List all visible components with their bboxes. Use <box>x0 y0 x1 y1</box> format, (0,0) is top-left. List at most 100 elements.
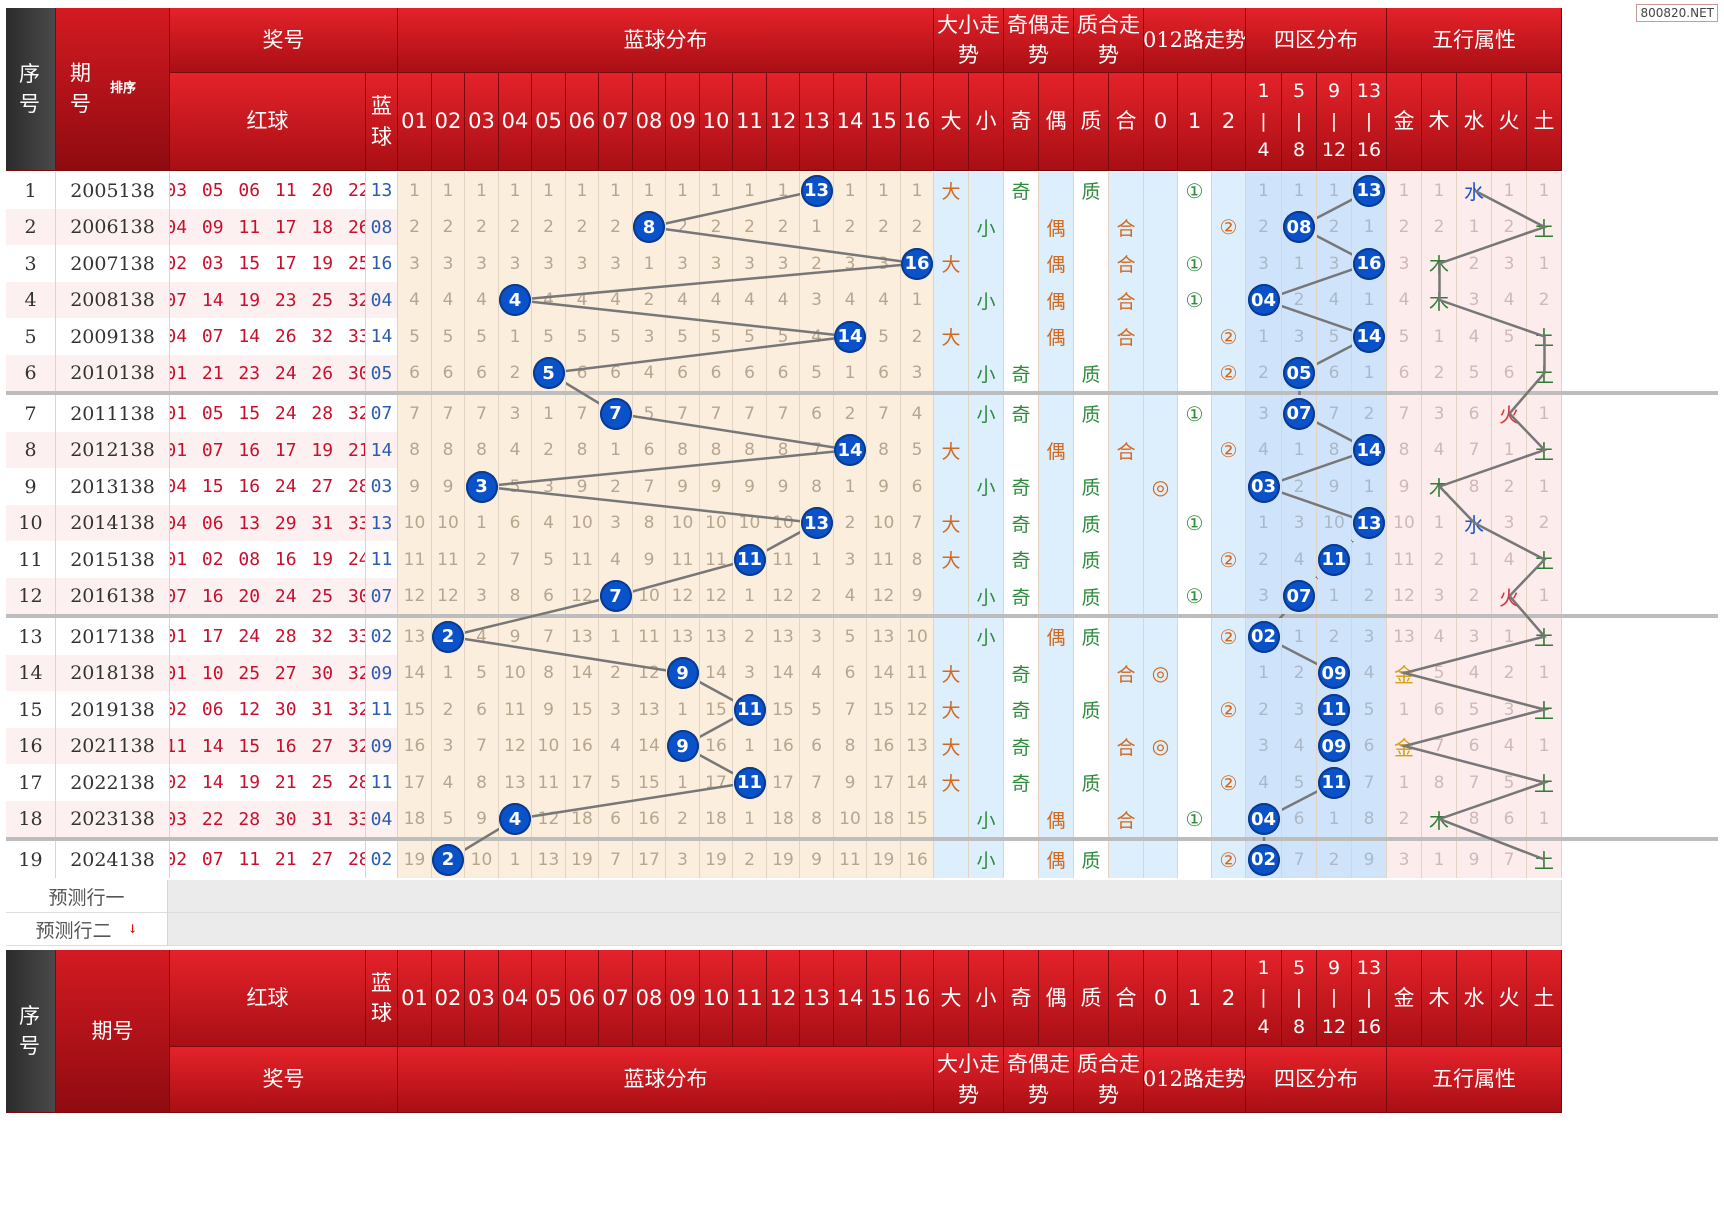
pc-cell: 质 <box>1074 618 1109 655</box>
miss-cell: 2 <box>532 432 566 468</box>
miss-cell: 9 <box>532 691 566 728</box>
miss-cell: 11 <box>566 541 599 578</box>
miss-cell: 12 <box>398 578 432 614</box>
miss-cell: 4 <box>465 282 499 318</box>
r012-cell <box>1178 841 1212 878</box>
zone-cell: 7 <box>1282 841 1317 878</box>
zone-cell: 3 <box>1282 691 1317 728</box>
zone-cell: 1 <box>1352 282 1387 318</box>
elem-cell: 7 <box>1457 764 1492 801</box>
miss-cell: 11 <box>901 655 934 691</box>
row-issue: 2019138 <box>56 691 170 728</box>
miss-value: 14 <box>638 736 660 756</box>
zone-cell: 1 <box>1352 355 1387 391</box>
header-issue-bottom: 期号 <box>56 950 170 1113</box>
zone-cell: 3 <box>1246 245 1282 282</box>
header-seq-top: 序号 <box>6 8 56 171</box>
row-blue-ball: 09 <box>366 655 398 691</box>
r012-cell <box>1178 764 1212 801</box>
header-elem-4-bottom: 土 <box>1527 950 1562 1047</box>
miss-value: 4 <box>777 290 789 310</box>
miss-cell: 2 <box>499 355 532 391</box>
miss-cell: 2 <box>834 395 867 432</box>
oe-cell: 偶 <box>1039 245 1074 282</box>
miss-cell: 8 <box>633 209 666 245</box>
header-r-1-bottom: 1 <box>1178 950 1212 1047</box>
zone-cell: 6 <box>1352 728 1387 764</box>
r012-cell <box>1144 209 1178 245</box>
miss-value: 5 <box>476 326 487 347</box>
miss-cell: 9 <box>767 468 800 505</box>
miss-cell: 16 <box>867 728 901 764</box>
row-seq: 16 <box>6 728 56 764</box>
miss-value: 6 <box>677 363 688 383</box>
miss-cell: 13 <box>398 618 432 655</box>
sort-button[interactable]: 排序 <box>110 80 137 96</box>
miss-value: 2 <box>442 699 454 720</box>
oe-cell: 奇 <box>1004 691 1039 728</box>
bs-cell: 大 <box>934 764 969 801</box>
row-blue-ball: 04 <box>366 801 398 837</box>
miss-cell: 1 <box>733 801 767 837</box>
miss-value: 12 <box>705 586 727 606</box>
miss-cell: 12 <box>499 728 532 764</box>
elem-cell: 水 <box>1457 172 1492 209</box>
zone-cell: 1 <box>1317 578 1352 614</box>
r012-cell <box>1144 172 1178 209</box>
zone-cell: 5 <box>1317 318 1352 355</box>
miss-cell: 5 <box>465 655 499 691</box>
miss-cell: 16 <box>633 801 666 837</box>
miss-cell: 11 <box>867 541 901 578</box>
blue-ball-marker: 2 <box>432 843 464 876</box>
header-zone-3-top: 13 | 16 <box>1352 73 1387 171</box>
miss-value: 4 <box>677 290 688 310</box>
miss-value: 11 <box>772 549 794 570</box>
miss-value: 1 <box>777 180 789 201</box>
r012-cell <box>1178 541 1212 578</box>
header-prime-comp-bottom: 质合走势 <box>1074 1047 1144 1113</box>
miss-value: 12 <box>571 586 593 606</box>
elem-cell: 6 <box>1457 728 1492 764</box>
miss-cell: 17 <box>700 764 733 801</box>
miss-value: 7 <box>811 772 822 793</box>
miss-value: 4 <box>610 736 621 756</box>
pc-cell <box>1109 541 1144 578</box>
miss-cell: 1 <box>800 541 834 578</box>
miss-cell: 1 <box>666 172 700 209</box>
predict-row-label[interactable]: 预测行二 ↓ <box>6 913 168 946</box>
header-issue-top[interactable]: 期号 排序 <box>56 8 170 171</box>
header-elem-4-top: 土 <box>1527 73 1562 171</box>
miss-cell: 3 <box>733 245 767 282</box>
elem-cell: 3 <box>1422 578 1457 614</box>
miss-value: 6 <box>409 363 420 383</box>
oe-cell <box>1039 468 1074 505</box>
miss-cell: 18 <box>398 801 432 837</box>
bs-cell: 大 <box>934 318 969 355</box>
oe-cell <box>1039 541 1074 578</box>
miss-value: 9 <box>476 809 487 829</box>
miss-cell: 8 <box>465 764 499 801</box>
header-num-11-bottom: 11 <box>733 950 767 1047</box>
header-blue-ball-top: 蓝球 <box>366 73 398 171</box>
row-issue: 2015138 <box>56 541 170 578</box>
miss-value: 10 <box>470 849 493 870</box>
miss-cell: 1 <box>733 172 767 209</box>
header-prize-bottom: 奖号 <box>170 1047 398 1113</box>
miss-cell: 5 <box>633 395 666 432</box>
predict-row-label[interactable]: 预测行一 <box>6 880 168 913</box>
elem-cell: 1 <box>1527 172 1562 209</box>
miss-cell: 10 <box>432 505 465 541</box>
miss-cell: 9 <box>499 618 532 655</box>
elem-cell: 土 <box>1527 841 1562 878</box>
predict-row-cells[interactable] <box>168 880 1562 913</box>
arrow-down-icon[interactable]: ↓ <box>127 922 138 936</box>
pc-cell: 合 <box>1109 655 1144 691</box>
zone-cell: 2 <box>1246 355 1282 391</box>
miss-cell: 1 <box>599 618 633 655</box>
miss-value: 1 <box>911 180 923 201</box>
predict-row-cells[interactable] <box>168 913 1562 946</box>
miss-value: 5 <box>643 403 655 424</box>
row-seq: 8 <box>6 432 56 468</box>
miss-cell: 4 <box>532 282 566 318</box>
bs-cell: 大 <box>934 245 969 282</box>
